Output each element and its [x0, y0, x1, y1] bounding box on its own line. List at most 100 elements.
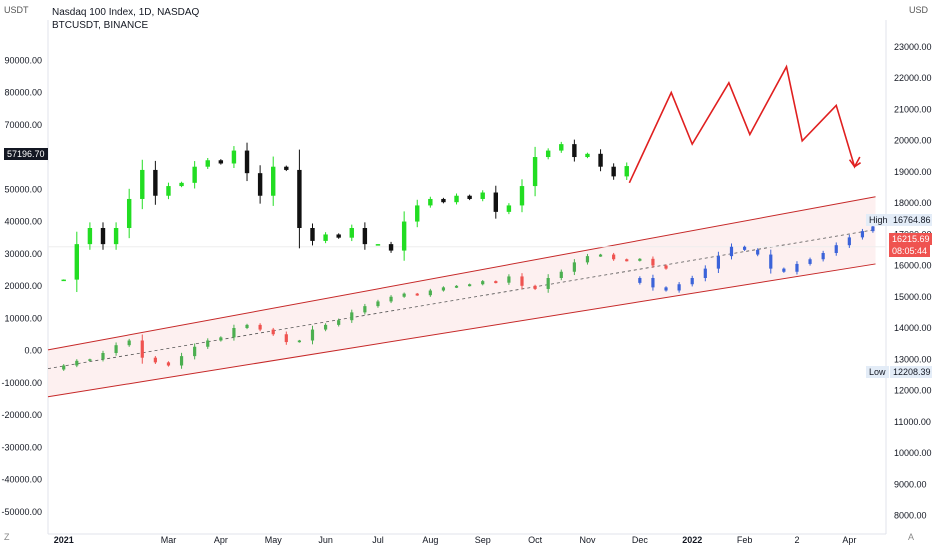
time-axis-label: Oct — [528, 535, 543, 545]
time-axis-label: Nov — [579, 535, 596, 545]
btc-candle — [284, 166, 289, 170]
btc-candle — [493, 192, 499, 212]
nasdaq-candle — [337, 320, 341, 325]
nasdaq-candle — [389, 296, 393, 302]
time-axis-label: Apr — [214, 535, 228, 545]
left-axis-tick: -30000.00 — [1, 442, 42, 452]
right-axis-tick: 11000.00 — [894, 417, 931, 427]
time-axis-label: 2021 — [54, 535, 74, 545]
right-axis-tick: 20000.00 — [894, 136, 932, 146]
btc-candle — [218, 160, 224, 164]
projection-candle — [742, 246, 747, 250]
chart-subtitle: BTCUSDT, BINANCE — [52, 20, 149, 31]
left-axis-tick: 90000.00 — [4, 55, 42, 65]
channel-upper-line — [47, 196, 876, 351]
btc-candle — [100, 228, 106, 245]
projection-candle — [821, 253, 825, 260]
btc-candle — [87, 228, 93, 245]
zoom-button[interactable]: Z — [4, 532, 10, 542]
left-axis-tick: 20000.00 — [4, 281, 42, 291]
nasdaq-candle — [454, 285, 459, 288]
projection-candle — [756, 249, 760, 255]
left-axis-tick: 70000.00 — [4, 120, 42, 130]
btc-candle — [559, 144, 564, 151]
right-currency-label: USD — [908, 5, 928, 15]
projection-candle — [690, 278, 694, 285]
btc-candle — [519, 186, 525, 206]
auto-scale-button[interactable]: A — [907, 532, 914, 542]
projection-candle — [782, 268, 786, 272]
btc-candle — [271, 166, 276, 196]
left-axis-tick: 80000.00 — [4, 88, 42, 98]
nasdaq-candle — [664, 265, 668, 269]
projection-candle — [638, 278, 642, 283]
right-axis-tick: 10000.00 — [894, 448, 932, 458]
btc-candle — [454, 195, 459, 203]
nasdaq-candle — [114, 345, 118, 353]
right-axis-tick: 16000.00 — [894, 261, 932, 271]
btc-candle — [126, 198, 132, 228]
time-axis-label: 2022 — [682, 535, 702, 545]
nasdaq-candle — [494, 281, 498, 284]
nasdaq-candle — [193, 346, 197, 357]
btc-candle — [388, 244, 394, 251]
nasdaq-group — [62, 252, 668, 371]
regression-channel-fill — [48, 196, 876, 397]
current-price-tag: 16215.69 — [889, 233, 932, 245]
right-axis-tick: 21000.00 — [894, 104, 932, 114]
nasdaq-candle — [310, 329, 315, 341]
nasdaq-candle — [232, 328, 236, 338]
nasdaq-candle — [245, 324, 249, 328]
nasdaq-candle — [507, 276, 511, 283]
left-axis-tick: 30000.00 — [4, 249, 42, 259]
projection-candle — [834, 245, 838, 253]
btc-candle — [441, 198, 446, 203]
left-axis-tick: -20000.00 — [1, 410, 42, 420]
left-axis-tick: -50000.00 — [1, 507, 42, 517]
btc-candle — [375, 244, 381, 246]
high-label: High — [866, 214, 891, 226]
btc-candle — [231, 150, 237, 164]
bar-countdown: 08:05:44 — [889, 245, 931, 257]
nasdaq-candle — [481, 281, 485, 285]
nasdaq-candle — [153, 357, 157, 363]
nasdaq-candle — [166, 362, 171, 366]
nasdaq-candle — [179, 356, 184, 366]
nasdaq-candle — [88, 359, 92, 361]
projection-candle — [651, 278, 655, 288]
nasdaq-candle — [612, 254, 616, 260]
btc-candle — [257, 173, 263, 196]
btc-candle — [113, 228, 119, 245]
btc-candle — [310, 228, 315, 241]
projection-candle — [716, 256, 720, 269]
time-axis-label: May — [265, 535, 283, 545]
btc-candle — [415, 205, 420, 222]
nasdaq-candle — [533, 285, 537, 289]
projection-candle — [664, 287, 668, 291]
btc-candle — [532, 157, 538, 187]
right-axis-tick: 22000.00 — [894, 73, 932, 83]
right-axis-tick: 8000.00 — [894, 511, 927, 521]
nasdaq-candle — [428, 290, 432, 296]
btc-candle — [74, 244, 80, 280]
btc-candle — [153, 169, 158, 196]
low-label: Low — [866, 366, 889, 378]
nasdaq-candle — [271, 329, 275, 335]
nasdaq-candle — [140, 340, 144, 358]
high-value: 16764.86 — [890, 214, 932, 226]
btc-candle — [585, 153, 590, 158]
projection-candle — [729, 246, 734, 257]
nasdaq-candle — [468, 284, 472, 287]
nasdaq-candle — [127, 340, 131, 346]
nasdaq-candle — [585, 256, 590, 263]
btc-candle — [349, 228, 354, 238]
right-axis-tick: 15000.00 — [894, 292, 932, 302]
chart-title: Nasdaq 100 Index, 1D, NASDAQ — [52, 7, 200, 18]
nasdaq-candle — [572, 262, 576, 272]
right-axis-tick: 13000.00 — [894, 354, 932, 364]
btc-last-price-tag: 57196.70 — [4, 148, 48, 160]
btc-candle — [572, 144, 577, 158]
projection-group — [638, 224, 875, 293]
btc-candle — [428, 198, 433, 206]
